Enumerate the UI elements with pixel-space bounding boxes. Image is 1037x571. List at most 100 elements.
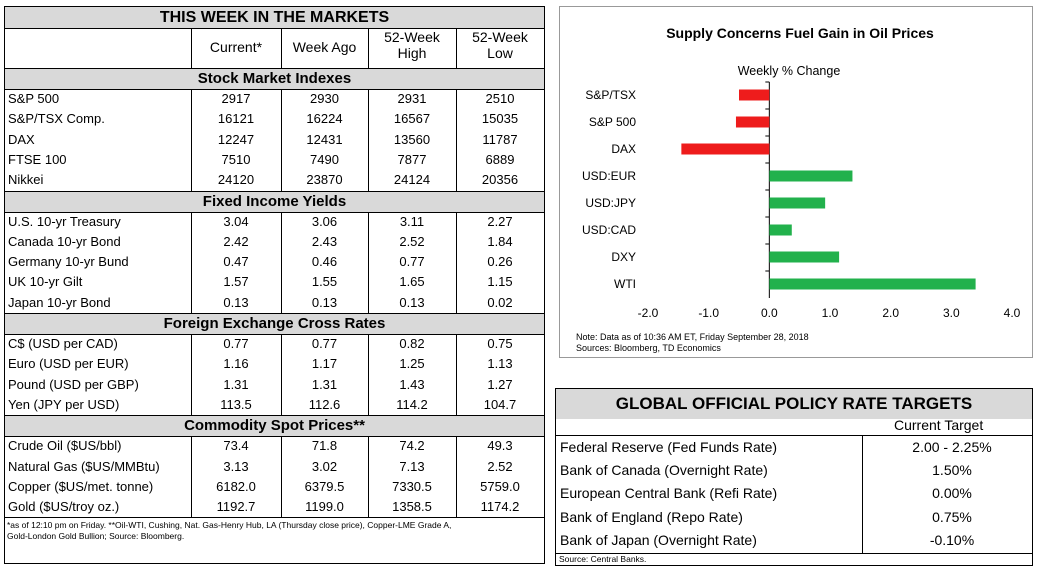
column-divider (368, 436, 369, 518)
column-divider (456, 436, 457, 518)
row-value: 0.75 (487, 336, 513, 351)
category-label: DXY (611, 250, 636, 264)
row-value: 2.27 (487, 213, 513, 229)
row-value: 1.84 (487, 233, 513, 249)
row-value: 0.13 (311, 294, 338, 310)
column-divider (456, 28, 457, 68)
category-label: USD:EUR (582, 169, 636, 183)
section-header-3: Commodity Spot Prices** (5, 415, 544, 438)
row-value: 2.43 (311, 233, 338, 249)
row-value: 23870 (306, 172, 343, 188)
category-label: WTI (614, 277, 636, 291)
column-header: Current* (209, 39, 263, 55)
row-value: 0.46 (311, 254, 338, 270)
row-value: 1.25 (399, 356, 425, 372)
column-header: Low (487, 45, 513, 61)
row-label: Euro (USD per EUR) (8, 356, 129, 372)
row-value: 1.16 (223, 356, 249, 372)
row-value: 12431 (306, 131, 343, 147)
chart-subtitle: Weekly % Change (738, 64, 841, 78)
row-value: 7.13 (399, 458, 425, 474)
policy-bank-label: Bank of Japan (Overnight Rate) (560, 531, 757, 548)
policy-rate-value: 1.50% (932, 462, 972, 479)
row-value: 3.11 (399, 213, 425, 229)
row-value: 24120 (217, 172, 255, 188)
section-header-2: Foreign Exchange Cross Rates (5, 313, 544, 335)
row-label: Gold ($US/troy oz.) (8, 499, 120, 515)
policy-bank-label: European Central Bank (Refi Rate) (560, 485, 778, 502)
row-value: 2.52 (487, 458, 513, 474)
row-value: 2.42 (223, 233, 249, 249)
row-value: 49.3 (487, 438, 513, 454)
section-header-1: Fixed Income Yields (5, 190, 544, 213)
row-value: 1.15 (487, 274, 513, 290)
row-value: 0.77 (311, 336, 338, 351)
column-header: Week Ago (292, 39, 357, 55)
row-value: 1.43 (399, 376, 425, 392)
row-value: 0.82 (399, 336, 425, 351)
row-label: Natural Gas ($US/MMBtu) (8, 458, 160, 474)
column-divider (456, 211, 457, 313)
x-tick-label: 4.0 (1004, 306, 1021, 320)
x-tick-label: 3.0 (943, 306, 960, 320)
column-divider (281, 436, 282, 518)
row-value: 0.47 (223, 254, 249, 270)
row-label: U.S. 10-yr Treasury (8, 213, 121, 229)
markets-table: THIS WEEK IN THE MARKETS Current* Week Ag… (4, 6, 545, 564)
column-divider (368, 334, 369, 416)
row-value: 71.8 (311, 438, 338, 454)
row-value: 20356 (481, 172, 519, 188)
row-value: 2931 (397, 91, 427, 106)
x-tick-label: -2.0 (638, 306, 659, 320)
x-tick-label: -1.0 (698, 306, 719, 320)
policy-title: GLOBAL OFFICIAL POLICY RATE TARGETS (556, 389, 1032, 419)
row-value: 2.52 (399, 233, 425, 249)
policy-rates-table: GLOBAL OFFICIAL POLICY RATE TARGETS Curr… (555, 388, 1033, 566)
column-divider (456, 334, 457, 416)
row-value: 1.65 (399, 274, 425, 290)
column-header: 52-Week (384, 29, 440, 45)
column-divider (368, 28, 369, 68)
policy-rate-value: 2.00 - 2.25% (912, 439, 992, 455)
row-label: C$ (USD per CAD) (8, 336, 118, 351)
oil-chart: Supply Concerns Fuel Gain in Oil Prices W… (576, 25, 1021, 353)
row-label: Canada 10-yr Bond (8, 233, 121, 249)
column-divider (191, 211, 192, 313)
markets-title: THIS WEEK IN THE MARKETS (5, 7, 544, 29)
bar-s-p-tsx (739, 89, 770, 101)
row-label: Crude Oil ($US/bbl) (8, 438, 122, 454)
row-value: 7330.5 (392, 478, 432, 494)
policy-rate-value: 0.75% (932, 508, 972, 525)
row-value: 0.77 (223, 336, 249, 351)
row-value: 2510 (485, 91, 515, 106)
chart-note: Note: Data as of 10:36 AM ET, Friday Sep… (576, 332, 809, 342)
row-value: 1199.0 (305, 499, 344, 515)
row-label: UK 10-yr Gilt (8, 274, 83, 290)
row-value: 7490 (310, 151, 339, 167)
category-label: USD:JPY (585, 196, 636, 210)
policy-rate-value: 0.00% (932, 485, 972, 502)
category-label: S&P/TSX (585, 88, 636, 102)
row-value: 5759.0 (480, 478, 520, 494)
row-value: 2917 (221, 91, 251, 106)
row-label: Copper ($US/met. tonne) (8, 478, 154, 494)
row-value: 0.13 (223, 294, 249, 310)
row-value: 1.57 (223, 274, 249, 290)
column-divider (191, 436, 192, 518)
column-divider (368, 89, 369, 191)
bar-usd-cad (769, 224, 792, 236)
column-divider (281, 334, 282, 416)
row-label: Nikkei (8, 172, 44, 188)
row-value: 73.4 (223, 438, 249, 454)
bar-dxy (769, 251, 840, 263)
row-value: 13560 (393, 131, 431, 147)
column-divider (368, 211, 369, 313)
chart-title: Supply Concerns Fuel Gain in Oil Prices (666, 25, 934, 41)
column-divider (191, 334, 192, 416)
row-value: 6889 (485, 151, 515, 167)
row-value: 3.13 (223, 458, 249, 474)
row-value: 16224 (306, 111, 343, 127)
policy-source: Source: Central Banks. (559, 554, 647, 564)
bar-dax (681, 143, 770, 155)
policy-source-divider (556, 553, 1032, 554)
